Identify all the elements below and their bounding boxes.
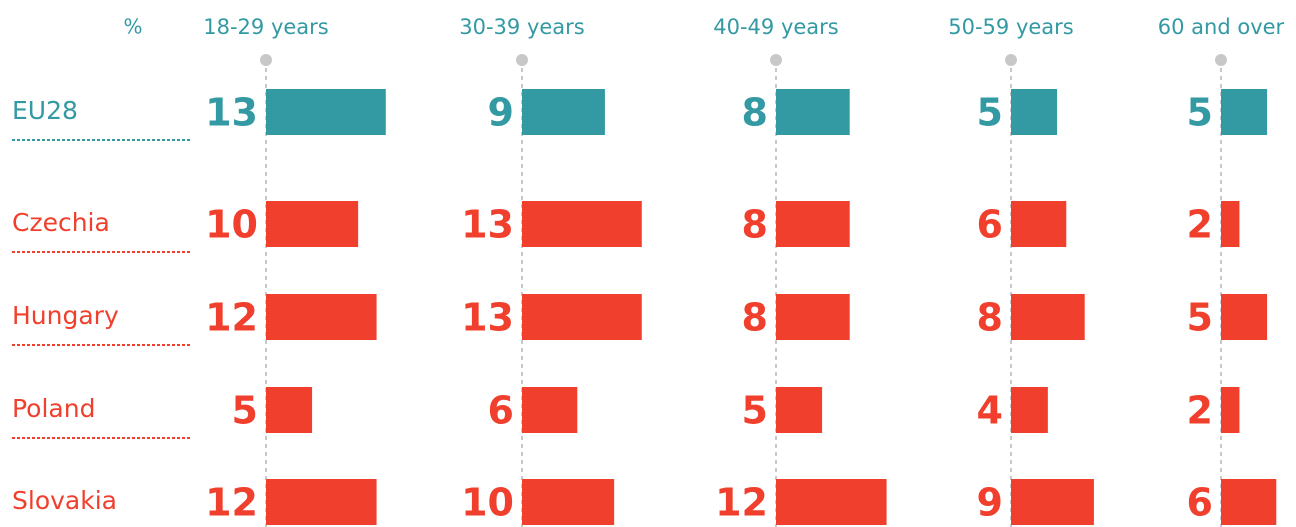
bar [522,294,642,340]
bar [1221,294,1268,340]
value-label: 13 [461,296,514,340]
value-label: 5 [232,389,258,433]
bar [776,294,850,340]
value-label: 13 [461,203,514,247]
baseline-dot [516,54,528,66]
value-label: 5 [742,389,768,433]
column-header: 50-59 years [948,15,1074,39]
value-label: 13 [205,91,258,135]
value-label: 5 [977,91,1003,135]
column-header: 40-49 years [713,15,839,39]
value-label: 5 [1187,91,1213,135]
bar [522,479,615,525]
value-label: 8 [742,91,768,135]
bar [776,387,823,433]
bar [266,294,377,340]
baseline-dot [1215,54,1227,66]
bar [266,89,386,135]
baseline-dot [260,54,272,66]
value-label: 8 [977,296,1003,340]
row-label: EU28 [12,96,78,125]
value-label: 2 [1187,203,1213,247]
value-label: 12 [205,481,258,525]
row-label: Czechia [12,208,110,237]
value-label: 9 [977,481,1003,525]
bar [266,479,377,525]
value-label: 10 [205,203,258,247]
bar [522,201,642,247]
bar [266,201,359,247]
value-label: 6 [977,203,1003,247]
value-label: 12 [205,296,258,340]
value-label: 6 [1187,481,1213,525]
bar [1221,89,1268,135]
value-label: 4 [977,389,1003,433]
baseline-dot [770,54,782,66]
value-label: 2 [1187,389,1213,433]
value-label: 9 [488,91,514,135]
bar [1011,479,1094,525]
row-label: Hungary [12,301,119,330]
row-label: Slovakia [12,486,117,515]
column-header: 60 and over [1158,15,1285,39]
bar [776,201,850,247]
bar [1011,89,1058,135]
bar [266,387,313,433]
baseline-dot [1005,54,1017,66]
value-label: 5 [1187,296,1213,340]
bar [776,89,850,135]
bar [776,479,887,525]
bar [1011,201,1067,247]
bar [1011,387,1048,433]
unit-label: % [123,15,142,39]
bar [522,89,605,135]
value-label: 10 [461,481,514,525]
column-header: 18-29 years [203,15,329,39]
value-label: 12 [715,481,768,525]
bar [522,387,578,433]
row-label: Poland [12,394,95,423]
value-label: 8 [742,203,768,247]
column-header: 30-39 years [459,15,585,39]
value-label: 6 [488,389,514,433]
bar [1011,294,1085,340]
value-label: 8 [742,296,768,340]
bar [1221,479,1277,525]
bar [1221,387,1240,433]
bar [1221,201,1240,247]
